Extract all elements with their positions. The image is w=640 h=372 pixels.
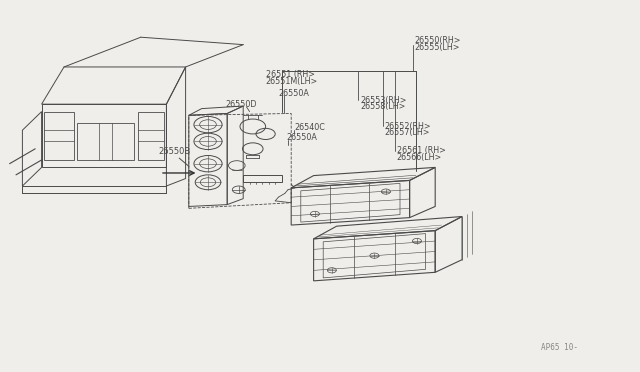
Text: 26551 (RH>: 26551 (RH> <box>266 70 315 79</box>
Text: 26552(RH>: 26552(RH> <box>385 122 431 131</box>
Text: 26557(LH>: 26557(LH> <box>385 128 430 137</box>
Text: 26561 (RH>: 26561 (RH> <box>397 146 445 155</box>
Text: 26550A: 26550A <box>278 89 309 97</box>
Text: AP65 10-: AP65 10- <box>541 343 578 352</box>
Text: 26550D: 26550D <box>225 100 257 109</box>
Text: 26555(LH>: 26555(LH> <box>415 43 460 52</box>
Text: 26551M(LH>: 26551M(LH> <box>266 77 318 86</box>
Text: 26550A: 26550A <box>286 133 317 142</box>
Text: 26550B: 26550B <box>158 147 190 155</box>
Text: 26550(RH>: 26550(RH> <box>415 36 461 45</box>
Text: 26540C: 26540C <box>294 124 325 132</box>
Text: 26558(LH>: 26558(LH> <box>360 102 406 111</box>
Text: 26553(RH>: 26553(RH> <box>360 96 407 105</box>
Text: 26566(LH>: 26566(LH> <box>397 153 442 162</box>
